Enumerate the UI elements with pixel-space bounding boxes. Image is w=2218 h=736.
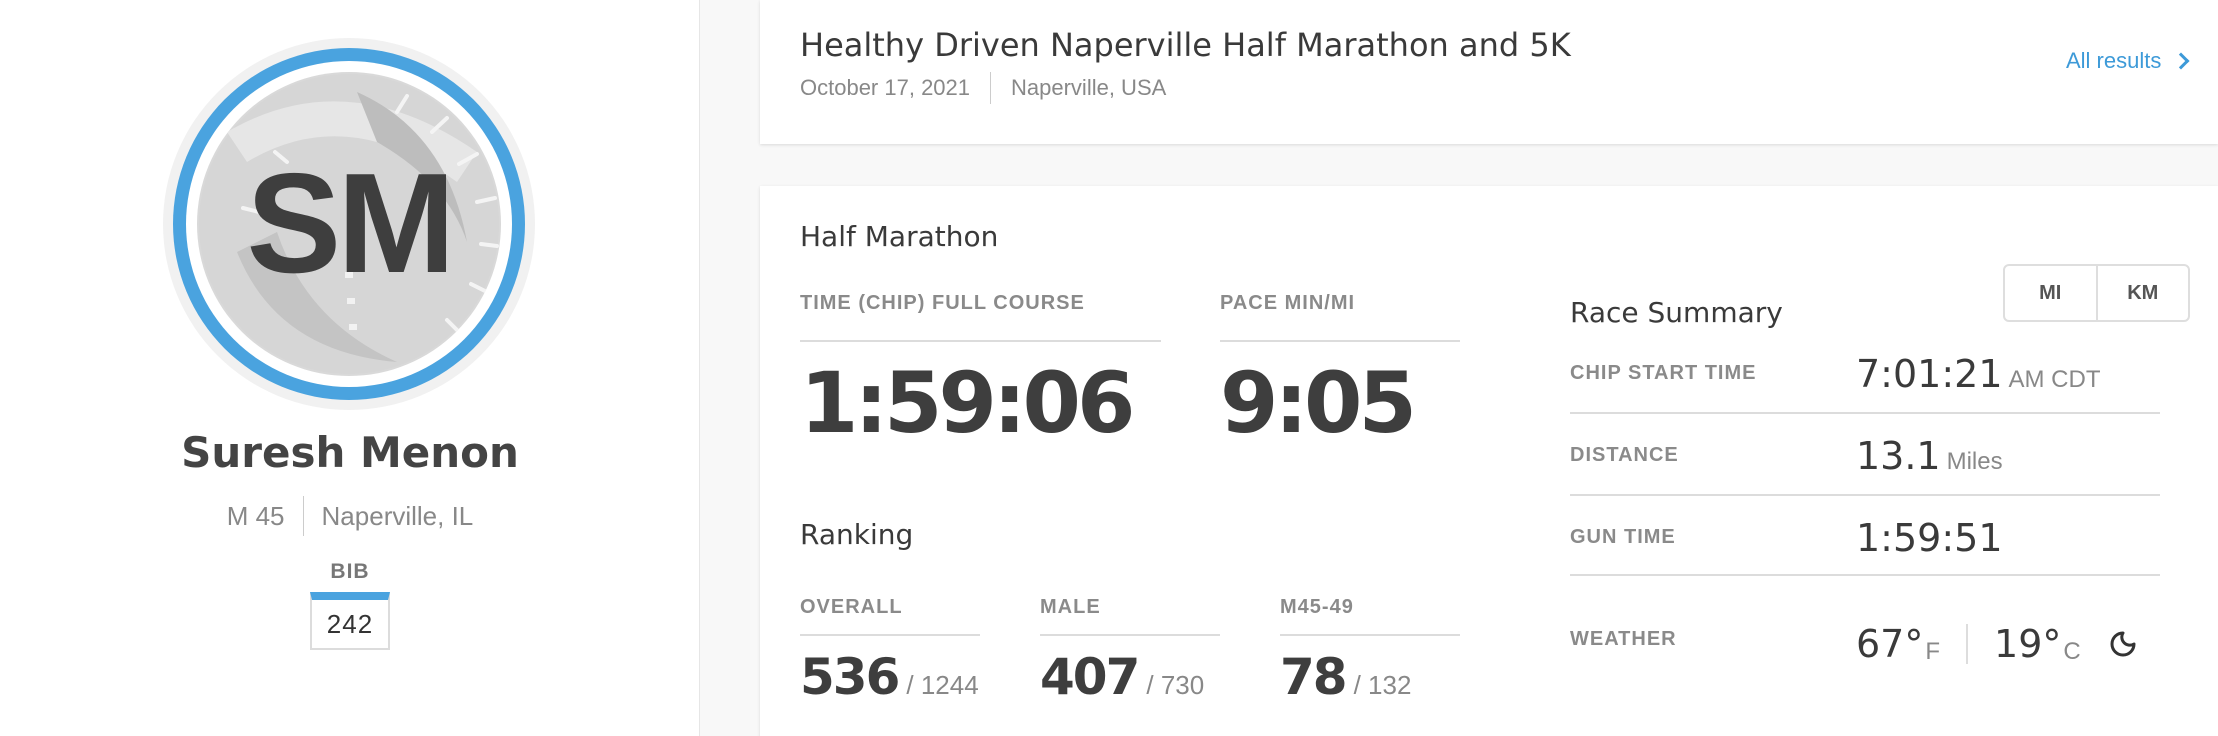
rank-age-group: 78 / 132	[1280, 648, 1411, 706]
divider	[1040, 634, 1220, 636]
event-card: Healthy Driven Naperville Half Marathon …	[760, 0, 2218, 144]
distance-number: 13.1	[1856, 434, 1941, 478]
divider	[800, 634, 980, 636]
divider	[800, 340, 1161, 342]
event-title: Healthy Driven Naperville Half Marathon …	[800, 26, 1571, 64]
event-location: Naperville, USA	[1011, 75, 1167, 100]
avatar-initials: SM	[246, 144, 456, 303]
results-card: Half Marathon TIME (CHIP) FULL COURSE 1:…	[760, 186, 2218, 736]
bib-number: 242	[310, 592, 390, 650]
distance-unit: Miles	[1946, 448, 2003, 475]
pace-label: PACE MIN/MI	[1220, 292, 1356, 314]
chip-start-label: CHIP START TIME	[1570, 362, 1757, 384]
speedometer-background-icon	[199, 74, 499, 374]
pace-value: 9:05	[1220, 354, 1417, 452]
divider	[1570, 412, 2160, 414]
all-results-label: All results	[2066, 48, 2162, 73]
divider	[1570, 494, 2160, 496]
unit-toggle: MI KM	[2003, 264, 2190, 322]
avatar-ring: SM	[173, 48, 525, 400]
temp-celsius-unit: C	[2063, 638, 2081, 665]
rank-overall-label: OVERALL	[800, 596, 903, 618]
divider	[302, 496, 304, 536]
gun-time: 1:59:51	[1856, 516, 2003, 560]
divider	[990, 72, 992, 104]
temp-fahrenheit-unit: F	[1925, 638, 1941, 665]
rank-overall: 536 / 1244	[800, 648, 979, 706]
weather-value: 67° F 19° C	[1856, 622, 2137, 666]
rank-overall-place: 536	[800, 648, 900, 706]
rank-male-total: / 730	[1146, 670, 1205, 700]
avatar: SM	[163, 38, 535, 410]
rank-age-group-place: 78	[1280, 648, 1348, 706]
runner-gender-age: M 45	[226, 500, 285, 531]
rank-male-label: MALE	[1040, 596, 1101, 618]
time-label: TIME (CHIP) FULL COURSE	[800, 292, 1085, 314]
unit-km-button[interactable]: KM	[2095, 266, 2189, 320]
runner-meta: M 45 Naperville, IL	[0, 496, 700, 536]
divider	[1280, 634, 1460, 636]
runner-location: Naperville, IL	[321, 500, 474, 531]
ranking-title: Ranking	[800, 518, 914, 551]
all-results-link[interactable]: All results	[2066, 48, 2190, 74]
divider	[1966, 624, 1969, 664]
profile-panel: SM Suresh Menon M 45 Naperville, IL BIB …	[0, 0, 700, 736]
temp-fahrenheit: 67°	[1856, 622, 1924, 666]
runner-name: Suresh Menon	[181, 428, 519, 477]
rank-male: 407 / 730	[1040, 648, 1204, 706]
chip-start-value: 7:01:21 AM CDT	[1856, 352, 2101, 396]
chevron-right-icon	[2172, 52, 2190, 70]
chip-start-time: 7:01:21	[1856, 352, 2003, 396]
event-date: October 17, 2021	[800, 75, 971, 100]
race-summary-title: Race Summary	[1570, 296, 1783, 329]
rank-male-place: 407	[1040, 648, 1140, 706]
avatar-disc: SM	[197, 72, 501, 376]
gun-time-value: 1:59:51	[1856, 516, 2003, 560]
race-name: Half Marathon	[800, 220, 999, 253]
temp-celsius: 19°	[1994, 622, 2062, 666]
gun-time-label: GUN TIME	[1570, 526, 1676, 548]
chip-start-suffix: AM CDT	[2008, 366, 2101, 393]
rank-age-group-label: M45-49	[1280, 596, 1354, 618]
unit-mi-button[interactable]: MI	[2039, 281, 2062, 304]
moon-icon	[2110, 631, 2136, 657]
chip-time-value: 1:59:06	[800, 354, 1135, 452]
divider	[1220, 340, 1460, 342]
distance-label: DISTANCE	[1570, 444, 1679, 466]
distance-value: 13.1 Miles	[1856, 434, 2003, 478]
divider	[1570, 574, 2160, 576]
event-meta: October 17, 2021 Naperville, USA	[800, 72, 1166, 104]
rank-age-group-total: / 132	[1353, 670, 1412, 700]
rank-overall-total: / 1244	[906, 670, 979, 700]
weather-label: WEATHER	[1570, 628, 1677, 650]
bib-label: BIB	[330, 560, 370, 583]
